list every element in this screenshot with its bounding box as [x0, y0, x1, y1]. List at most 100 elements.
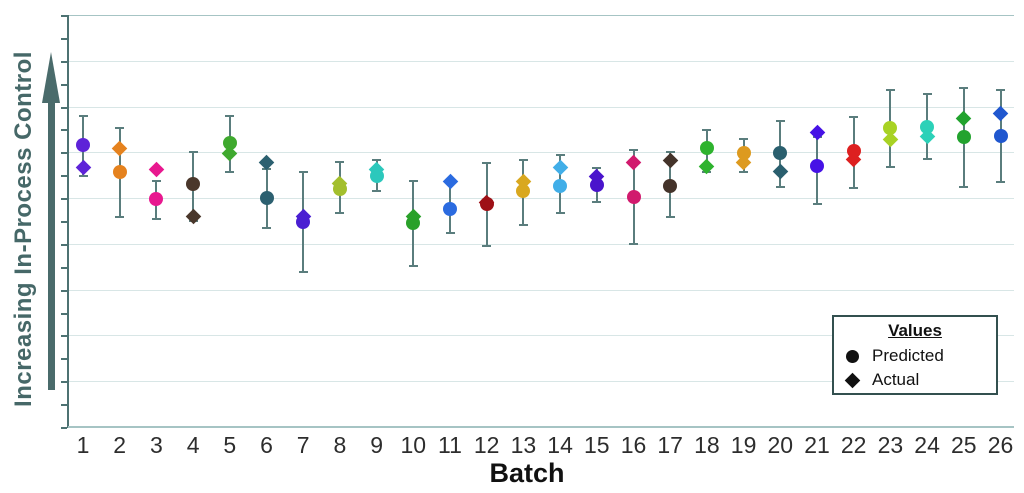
error-bar-cap — [665, 151, 675, 154]
predicted-marker-batch-21 — [810, 159, 824, 174]
error-bar-cap — [78, 175, 88, 178]
x-tick-label-17: 17 — [657, 432, 683, 458]
gridline — [68, 198, 1014, 200]
x-axis-line — [68, 426, 1014, 428]
error-bar-cap — [298, 170, 308, 173]
error-bar-cap — [482, 245, 492, 248]
y-axis-tick — [61, 83, 67, 86]
error-bar-cap — [775, 119, 785, 122]
predicted-marker-batch-2 — [112, 164, 127, 179]
y-axis-tick — [61, 404, 67, 407]
predicted-marker-batch-26 — [993, 129, 1008, 144]
error-bar-cap — [335, 212, 345, 215]
predicted-marker-batch-17 — [663, 178, 678, 193]
y-axis-tick — [61, 312, 67, 315]
error-bar-cap — [445, 231, 455, 234]
legend-item-label: Predicted — [872, 346, 944, 365]
error-bar-cap — [739, 170, 749, 173]
x-tick-label-18: 18 — [694, 432, 720, 458]
x-tick-label-12: 12 — [473, 432, 500, 458]
predicted-marker-batch-5 — [222, 136, 237, 151]
error-bar-cap — [959, 86, 969, 89]
y-axis-tick — [61, 243, 67, 246]
error-bar-cap — [849, 116, 859, 119]
x-tick-label-6: 6 — [260, 432, 273, 458]
y-axis-tick — [61, 175, 67, 178]
error-bar-cap — [262, 227, 271, 229]
predicted-marker-batch-13 — [516, 183, 531, 198]
gridline — [68, 243, 1014, 245]
error-bar-cap — [151, 217, 161, 220]
x-tick-label-1: 1 — [76, 432, 90, 458]
y-axis-title: Increasing In-Process Control — [10, 51, 37, 407]
x-tick-label-21: 21 — [804, 432, 830, 458]
error-bar-cap — [996, 88, 1005, 91]
y-axis-tick — [61, 60, 67, 63]
y-axis-tick — [61, 289, 67, 292]
predicted-marker-batch-25 — [956, 129, 971, 144]
error-bar-cap — [518, 159, 528, 162]
x-tick-label-15: 15 — [584, 432, 610, 458]
error-bar-cap — [225, 170, 235, 173]
error-bar-cap — [885, 166, 895, 169]
error-bar-cap — [592, 166, 602, 169]
y-axis-tick — [61, 106, 67, 109]
gridline — [68, 381, 1014, 383]
y-axis-tick — [61, 266, 67, 269]
predicted-marker-batch-4 — [186, 176, 201, 191]
x-tick-label-22: 22 — [840, 432, 867, 458]
error-bar-cap — [335, 161, 345, 164]
x-tick-label-2: 2 — [113, 432, 127, 458]
predicted-marker-batch-11 — [443, 202, 457, 217]
error-bar-cap — [555, 154, 565, 157]
error-bar-cap — [592, 201, 602, 204]
error-bar-cap — [408, 180, 418, 183]
error-bar-cap — [408, 264, 418, 267]
y-axis-tick — [61, 152, 67, 155]
plot-area — [61, 15, 1014, 429]
error-bar-cap — [298, 271, 308, 274]
x-tick-label-5: 5 — [223, 432, 237, 458]
x-tick-label-14: 14 — [547, 432, 573, 458]
error-bar-cap — [775, 185, 785, 188]
x-axis-tick-labels: 1 2 3 4 5 6 7 8 9 10 11 12 13 14 15 16 17 18 19 20 21 22 23 24 2… — [0, 432, 1024, 458]
gridline — [68, 106, 1014, 108]
actual-marker-batch-11 — [442, 173, 458, 189]
actual-marker-batch-1 — [75, 159, 91, 175]
error-bar-cap — [739, 138, 749, 140]
x-tick-label-25: 25 — [951, 432, 977, 458]
actual-marker-batch-16 — [625, 154, 642, 170]
predicted-marker-batch-6 — [259, 190, 274, 205]
predicted-marker-batch-3 — [149, 192, 164, 207]
x-tick-label-3: 3 — [149, 432, 163, 458]
x-tick-label-10: 10 — [400, 432, 427, 458]
predicted-circle-icon — [846, 349, 872, 363]
x-tick-label-16: 16 — [620, 432, 647, 458]
legend-title: Values — [888, 321, 942, 340]
error-bar-cap — [665, 215, 675, 218]
x-tick-label-9: 9 — [370, 432, 383, 458]
error-bar-cap — [115, 126, 125, 129]
y-axis-tick — [61, 427, 67, 429]
error-bar-cap — [225, 114, 235, 117]
error-bar-cap — [372, 189, 382, 192]
y-axis-tick — [61, 129, 67, 132]
increasing-arrow-icon — [42, 52, 60, 390]
x-tick-label-20: 20 — [767, 432, 794, 458]
predicted-marker-batch-14 — [553, 178, 568, 193]
error-bar-cap — [812, 203, 822, 206]
y-axis-tick — [61, 335, 67, 338]
error-bar-cap — [959, 185, 969, 188]
predicted-marker-batch-20 — [773, 146, 788, 161]
gridline — [68, 15, 1014, 16]
y-axis-tick — [61, 221, 67, 223]
error-bar-cap — [518, 224, 528, 227]
actual-marker-batch-2 — [111, 141, 128, 157]
actual-marker-batch-26 — [992, 106, 1009, 122]
y-axis-tick — [61, 358, 67, 361]
gridline — [68, 335, 1014, 337]
error-bar-cap — [151, 180, 161, 183]
predicted-marker-batch-23 — [883, 120, 898, 135]
actual-marker-batch-4 — [185, 209, 201, 225]
x-tick-label-4: 4 — [186, 432, 200, 458]
